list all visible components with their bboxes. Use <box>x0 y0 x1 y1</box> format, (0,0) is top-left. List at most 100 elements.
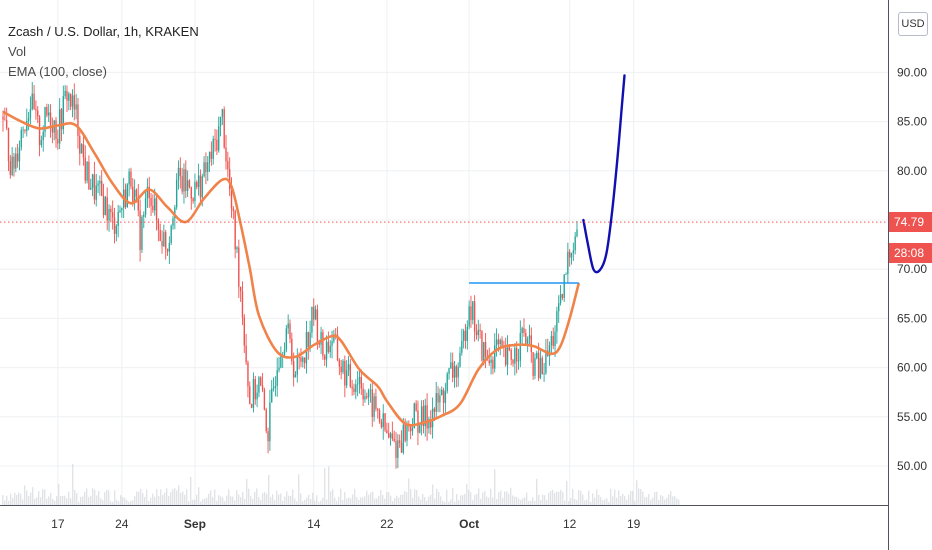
volume-bar <box>466 483 468 505</box>
candle-body <box>565 274 567 275</box>
y-tick-label: 80.00 <box>897 164 927 178</box>
candle-body <box>214 138 216 140</box>
volume-bar <box>138 491 140 505</box>
volume-bar <box>194 499 196 505</box>
y-tick-label: 60.00 <box>897 361 927 375</box>
candle-body <box>397 440 399 458</box>
candle-body <box>239 286 242 292</box>
y-tick-label: 50.00 <box>897 459 927 473</box>
candle-body <box>102 195 105 216</box>
candle-body <box>16 153 19 162</box>
volume-bar <box>180 492 182 505</box>
volume-bar <box>626 499 628 505</box>
candle-body <box>567 251 569 275</box>
volume-bar <box>664 499 666 505</box>
candle-body <box>128 171 130 185</box>
volume-bar <box>346 498 348 505</box>
candle-body <box>329 345 331 353</box>
volume-bar <box>500 490 502 505</box>
candle-body <box>558 303 560 312</box>
ema-line <box>2 110 581 427</box>
volume-bar <box>100 498 102 505</box>
candle-body <box>318 343 320 345</box>
volume-bar <box>52 498 54 505</box>
candle-body <box>51 125 54 133</box>
volume-bar <box>648 494 650 505</box>
volume-bar <box>536 478 538 505</box>
volume-bar <box>284 496 286 505</box>
volume-bar <box>86 488 88 505</box>
candle-body <box>388 433 390 438</box>
volume-bar <box>140 488 142 505</box>
volume-bar <box>504 491 506 505</box>
volume-bar <box>62 495 64 505</box>
candle-body <box>258 377 260 393</box>
candle-body <box>351 386 353 389</box>
candle-body <box>108 208 110 221</box>
volume-bar <box>564 500 566 505</box>
volume-bar <box>38 491 40 505</box>
candle-body <box>472 301 474 320</box>
candle-body <box>499 339 501 345</box>
volume-bar <box>368 494 370 505</box>
volume-bar <box>262 493 264 505</box>
volume-bar <box>594 497 596 505</box>
candle-body <box>31 93 33 110</box>
currency-button[interactable]: USD <box>898 12 928 36</box>
candle-body <box>325 341 328 360</box>
candle-body <box>190 187 192 199</box>
candle-body <box>289 323 291 339</box>
volume-bar <box>554 492 556 505</box>
volume-bar <box>68 491 70 505</box>
volume-bar <box>590 501 592 505</box>
volume-bar <box>496 499 498 505</box>
volume-bar <box>476 493 478 505</box>
candle-body <box>316 309 319 344</box>
candle-body <box>130 171 132 187</box>
volume-bar <box>164 492 166 505</box>
volume-bar <box>560 489 562 505</box>
candle-body <box>501 339 503 346</box>
candle-body <box>439 395 441 403</box>
volume-bar <box>622 493 624 505</box>
volume-bar <box>638 488 640 505</box>
volume-bar <box>286 491 288 505</box>
candle-body <box>378 410 381 422</box>
volume-bar <box>294 498 296 505</box>
volume-bar <box>460 495 462 505</box>
volume-bar <box>270 497 272 505</box>
volume-bar <box>592 493 594 505</box>
volume-bar <box>328 466 330 505</box>
candle-body <box>208 151 211 163</box>
volume-bar <box>382 495 384 505</box>
volume-bar <box>182 491 184 505</box>
x-tick-label: 12 <box>563 517 577 531</box>
candle-body <box>369 389 372 391</box>
candle-body <box>225 147 227 162</box>
candle-body <box>2 116 4 120</box>
volume-bar <box>162 495 164 505</box>
volume-bar <box>604 499 606 505</box>
volume-bar <box>136 491 138 505</box>
candle-body <box>336 334 339 361</box>
candle-body <box>479 329 481 332</box>
candle-body <box>345 370 348 386</box>
candle-body <box>366 396 368 398</box>
volume-bar <box>342 499 344 505</box>
candle-body <box>404 424 406 441</box>
volume-bar <box>290 495 292 505</box>
volume-bar <box>126 500 128 505</box>
candle-body <box>280 356 282 368</box>
candle-body <box>29 109 32 119</box>
candle-body <box>186 180 189 191</box>
volume-bar <box>4 500 6 505</box>
volume-bar <box>114 490 116 505</box>
volume-bar <box>42 489 44 505</box>
volume-bar <box>538 494 540 505</box>
volume-bar <box>430 494 432 505</box>
candle-body <box>150 197 152 206</box>
volume-bar <box>166 488 168 505</box>
volume-bar <box>546 500 548 505</box>
candle-body <box>528 335 531 339</box>
